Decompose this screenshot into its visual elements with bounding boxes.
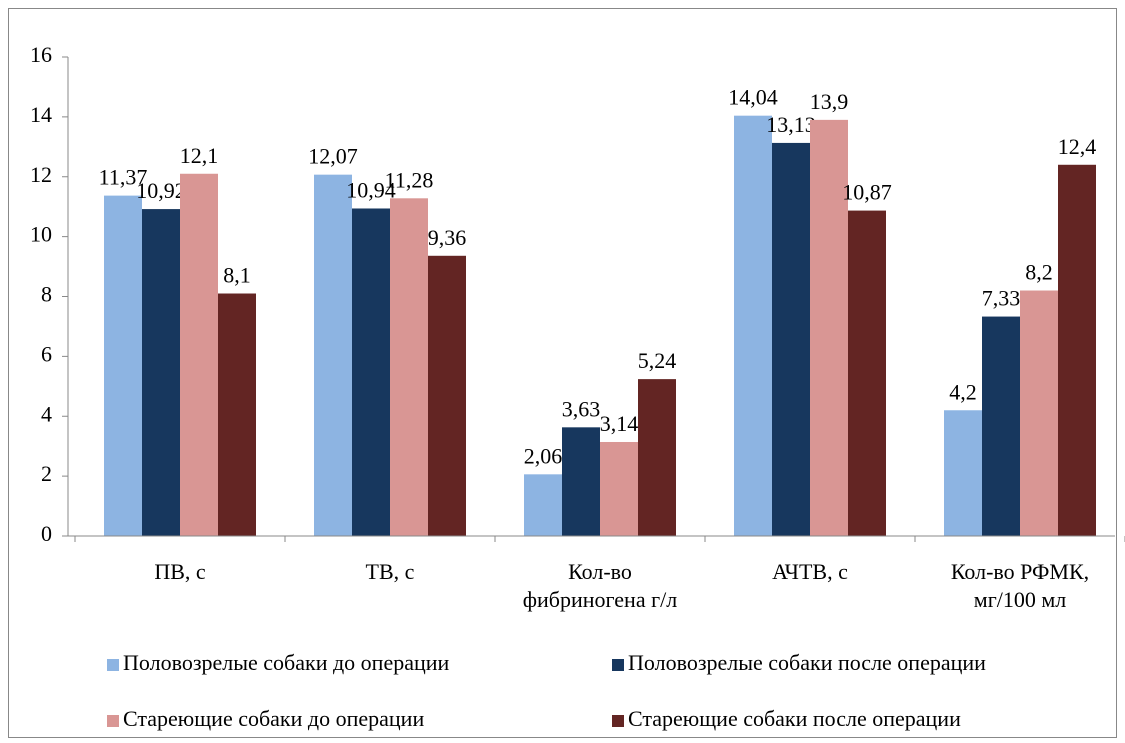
- y-tick-label: 10: [30, 222, 52, 247]
- data-label: 10,94: [346, 178, 396, 203]
- legend-label: Стареющие собаки до операции: [123, 706, 424, 731]
- data-label: 9,36: [428, 225, 467, 250]
- bar: [772, 142, 810, 536]
- data-label: 13,13: [766, 112, 816, 137]
- bar: [428, 255, 466, 536]
- bar: [1020, 290, 1058, 536]
- data-label: 8,2: [1025, 260, 1053, 285]
- y-tick-label: 6: [41, 341, 52, 366]
- bar: [944, 410, 982, 536]
- bar: [104, 195, 142, 536]
- bar: [390, 198, 428, 536]
- data-label: 3,14: [600, 411, 639, 436]
- x-tick-label: Кол-во фибриногена г/л: [522, 559, 678, 612]
- data-label: 13,9: [810, 89, 849, 114]
- data-label: 14,04: [728, 85, 778, 110]
- data-label: 12,1: [180, 143, 219, 168]
- y-tick-label: 12: [30, 162, 52, 187]
- data-label: 11,37: [99, 165, 148, 190]
- x-tick-label: Кол-во РФМК, мг/100 мл: [950, 559, 1090, 612]
- y-tick-label: 8: [41, 282, 52, 307]
- data-label: 4,2: [949, 379, 977, 404]
- bar: [314, 174, 352, 537]
- bar: [562, 427, 600, 536]
- legend-label: Половозрелые собаки после операции: [628, 650, 986, 675]
- data-label: 10,92: [136, 178, 186, 203]
- bar: [810, 119, 848, 537]
- data-label: 7,33: [982, 286, 1021, 311]
- data-label: 5,24: [638, 348, 677, 373]
- bar: [638, 379, 676, 536]
- data-label: 12,07: [308, 144, 358, 169]
- data-label: 12,4: [1058, 134, 1097, 159]
- legend-swatch: [107, 659, 119, 671]
- legend-label: Стареющие собаки после операции: [628, 706, 961, 731]
- data-label: 10,87: [842, 180, 892, 205]
- legend-swatch: [612, 715, 624, 727]
- y-tick-label: 16: [30, 42, 52, 67]
- data-label: 3,63: [562, 396, 601, 421]
- bar: [734, 115, 772, 537]
- bar: [1058, 164, 1096, 536]
- bar: [142, 209, 180, 536]
- y-tick-label: 14: [30, 102, 52, 127]
- data-label: 11,28: [385, 167, 434, 192]
- bar: [180, 173, 218, 536]
- y-tick-label: 4: [41, 401, 52, 426]
- chart-border: [8, 8, 1117, 738]
- bar: [848, 210, 886, 536]
- bar: [218, 293, 256, 536]
- y-tick-label: 0: [41, 521, 52, 546]
- x-tick-label: ТВ, с: [365, 559, 415, 584]
- legend-label: Половозрелые собаки до операции: [123, 650, 450, 675]
- data-label: 8,1: [223, 263, 251, 288]
- legend-swatch: [612, 659, 624, 671]
- bar: [524, 474, 562, 536]
- legend-swatch: [107, 715, 119, 727]
- bar: [352, 208, 390, 536]
- bar: [982, 316, 1020, 536]
- bar: [600, 441, 638, 536]
- data-label: 2,06: [524, 443, 563, 468]
- x-tick-label: ПВ, с: [154, 559, 206, 584]
- y-tick-label: 2: [41, 461, 52, 486]
- x-tick-label: АЧТВ, с: [772, 559, 848, 584]
